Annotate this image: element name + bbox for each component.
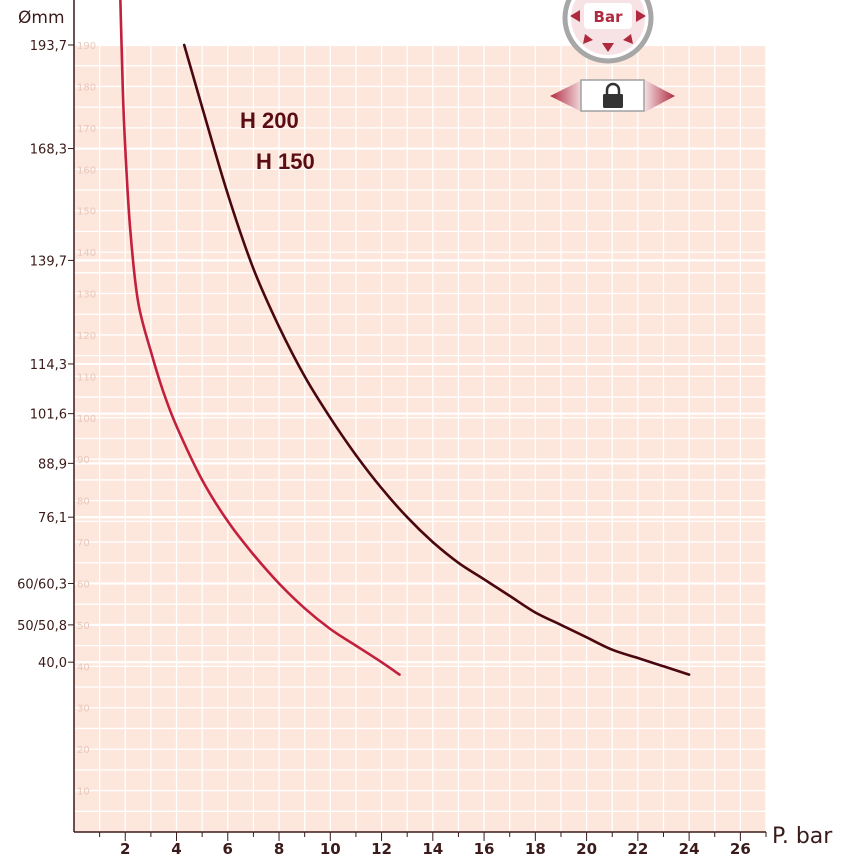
series-lines — [119, 0, 691, 676]
y-tick-label: 50/50,8 — [17, 619, 67, 634]
inner-y-tick-label: 10 — [77, 787, 90, 798]
x-ticks: 2 4 6 8 10 12 14 16 18 20 22 24 26 — [99, 832, 767, 858]
inner-y-tick-label: 50 — [77, 621, 90, 632]
y-tick-label: 60/60,3 — [17, 577, 67, 592]
y-tick-label: 139,7 — [30, 254, 67, 269]
x-tick-label: 10 — [320, 840, 341, 858]
inner-y-tick-label: 170 — [77, 124, 96, 135]
inner-y-tick-label: 70 — [77, 538, 90, 549]
y-tick-label: 193,7 — [30, 39, 67, 54]
x-tick-label: 4 — [171, 840, 181, 858]
inner-y-tick-label: 60 — [77, 579, 90, 590]
series-line-h150 — [119, 0, 401, 676]
x-axis-title: P. bar — [772, 824, 833, 849]
badge-label: Bar — [594, 8, 624, 26]
y-tick-label: 168,3 — [30, 143, 67, 158]
inner-y-tick-label: 40 — [77, 662, 90, 673]
x-tick-label: 8 — [274, 840, 284, 858]
inner-y-tick-label: 130 — [77, 290, 96, 301]
y-tick-label: 88,9 — [38, 457, 67, 472]
y-tick-label: 114,3 — [30, 358, 67, 373]
inner-y-tick-label: 20 — [77, 745, 90, 756]
x-tick-label: 14 — [422, 840, 443, 858]
inner-y-tick-label: 100 — [77, 414, 96, 425]
inner-y-tick-label: 160 — [77, 165, 96, 176]
x-tick-label: 20 — [576, 840, 597, 858]
x-tick-label: 6 — [223, 840, 233, 858]
x-tick-label: 26 — [730, 840, 751, 858]
lock-icon — [550, 79, 675, 112]
inner-y-tick-label: 180 — [77, 82, 96, 93]
inner-y-tick-label: 30 — [77, 704, 90, 715]
inner-y-tick-label: 80 — [77, 497, 90, 508]
y-tick-label: 101,6 — [30, 408, 67, 423]
x-tick-label: 18 — [525, 840, 546, 858]
horizontal-grid — [74, 43, 766, 812]
inner-y-tick-label: 90 — [77, 455, 90, 466]
x-tick-label: 22 — [627, 840, 648, 858]
inner-y-tick-labels: 10 20 30 40 50 60 70 80 90 100 110 120 130 140 150 160 1… — [77, 41, 96, 798]
y-axis-title: Ømm — [18, 8, 65, 28]
x-tick-label: 12 — [371, 840, 392, 858]
series-label-h200: H 200 — [240, 108, 299, 133]
y-tick-label: 76,1 — [38, 511, 67, 526]
x-tick-label: 24 — [679, 840, 700, 858]
inner-y-tick-label: 150 — [77, 207, 96, 218]
y-tick-label: 40,0 — [38, 656, 67, 671]
x-tick-label: 16 — [474, 840, 495, 858]
pressure-badge-icon: Bar — [562, 0, 654, 64]
x-tick-label: 2 — [120, 840, 130, 858]
diameter-ticks: 193,7 168,3 139,7 114,3 101,6 88,9 76,1 60/60,3… — [17, 39, 74, 671]
inner-y-tick-label: 110 — [77, 372, 96, 383]
inner-y-tick-label: 120 — [77, 331, 96, 342]
series-line-h200 — [182, 43, 691, 676]
inner-y-tick-label: 190 — [77, 41, 96, 52]
series-label-h150: H 150 — [256, 149, 315, 174]
inner-y-tick-label: 140 — [77, 248, 96, 259]
